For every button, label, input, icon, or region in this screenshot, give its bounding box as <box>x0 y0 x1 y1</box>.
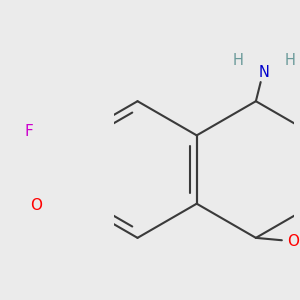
Text: O: O <box>287 234 299 249</box>
Text: O: O <box>30 198 42 213</box>
Text: F: F <box>25 124 34 140</box>
Text: N: N <box>259 65 269 80</box>
Text: H: H <box>285 53 296 68</box>
Text: H: H <box>233 53 244 68</box>
